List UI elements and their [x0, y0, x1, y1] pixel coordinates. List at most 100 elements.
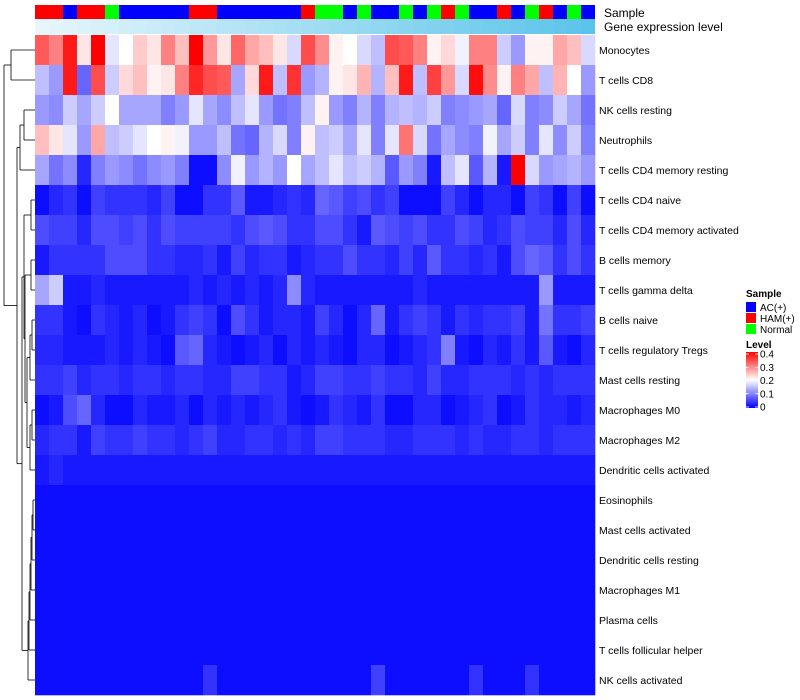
heatmap-cell: [511, 485, 526, 516]
heatmap-cell: [455, 515, 470, 546]
heatmap-cell: [553, 635, 568, 666]
heatmap-cell: [161, 275, 176, 306]
expression-annotation-bar: [35, 19, 595, 34]
heatmap-cell: [315, 575, 330, 606]
heatmap-cell: [231, 635, 246, 666]
heatmap-cell: [371, 395, 386, 426]
heatmap-cell: [119, 95, 134, 126]
heatmap-cell: [147, 155, 162, 186]
heatmap-cell: [49, 245, 64, 276]
heatmap-cell: [455, 215, 470, 246]
heatmap-cell: [511, 245, 526, 276]
heatmap-cell: [343, 95, 358, 126]
heatmap-cell: [455, 245, 470, 276]
row-label: B cells naive: [599, 315, 658, 327]
heatmap-cell: [161, 635, 176, 666]
heatmap-cell: [581, 125, 596, 156]
heatmap-cell: [63, 95, 78, 126]
heatmap-cell: [91, 485, 106, 516]
heatmap-cell: [441, 125, 456, 156]
heatmap-cell: [469, 605, 484, 636]
heatmap-cell: [399, 305, 414, 336]
heatmap-cell: [483, 35, 498, 66]
heatmap-cell: [175, 665, 190, 696]
heatmap-cell: [49, 545, 64, 576]
heatmap-cell: [357, 455, 372, 486]
heatmap-cell: [217, 35, 232, 66]
expression-annotation-cell: [217, 19, 231, 34]
expression-annotation-cell: [231, 19, 245, 34]
heatmap-cell: [189, 215, 204, 246]
heatmap-cell: [301, 635, 316, 666]
expression-annotation-cell: [245, 19, 259, 34]
heatmap-cell: [427, 65, 442, 96]
heatmap-cell: [385, 485, 400, 516]
heatmap-cell: [245, 485, 260, 516]
heatmap-cell: [329, 305, 344, 336]
heatmap-cell: [161, 605, 176, 636]
heatmap-cell: [441, 455, 456, 486]
heatmap-cell: [441, 275, 456, 306]
heatmap-cell: [469, 575, 484, 606]
heatmap-cell: [63, 635, 78, 666]
heatmap-cell: [245, 515, 260, 546]
expression-annotation-cell: [441, 19, 455, 34]
heatmap-cell: [343, 275, 358, 306]
heatmap-cell: [77, 365, 92, 396]
heatmap-cell: [91, 305, 106, 336]
heatmap-cell: [567, 65, 582, 96]
heatmap-cell: [63, 125, 78, 156]
expression-annotation-cell: [455, 19, 469, 34]
heatmap-cell: [217, 365, 232, 396]
heatmap-cell: [203, 245, 218, 276]
heatmap-cell: [49, 455, 64, 486]
heatmap-cell: [581, 185, 596, 216]
heatmap-cell: [119, 215, 134, 246]
heatmap-cell: [343, 635, 358, 666]
heatmap-cell: [539, 575, 554, 606]
heatmap-cell: [343, 35, 358, 66]
heatmap-cell: [581, 515, 596, 546]
heatmap-cell: [413, 605, 428, 636]
heatmap-cell: [91, 245, 106, 276]
heatmap-cell: [441, 485, 456, 516]
heatmap-cell: [133, 335, 148, 366]
heatmap-cell: [329, 335, 344, 366]
heatmap-cell: [329, 125, 344, 156]
heatmap-cell: [399, 455, 414, 486]
heatmap-cell: [371, 335, 386, 366]
sample-annotation-cell: [133, 5, 147, 19]
sample-annotation-label: Sample: [604, 6, 645, 20]
heatmap-cell: [217, 455, 232, 486]
heatmap-cell: [161, 215, 176, 246]
heatmap-cell: [511, 215, 526, 246]
heatmap-cell: [525, 65, 540, 96]
heatmap-cell: [371, 425, 386, 456]
sample-annotation-cell: [441, 5, 455, 19]
heatmap-cell: [287, 545, 302, 576]
heatmap-cell: [385, 395, 400, 426]
expression-annotation-cell: [273, 19, 287, 34]
heatmap-cell: [91, 125, 106, 156]
heatmap-cell: [35, 185, 50, 216]
heatmap-cell: [105, 605, 120, 636]
heatmap-cell: [273, 575, 288, 606]
heatmap-cell: [581, 395, 596, 426]
heatmap-cell: [77, 635, 92, 666]
heatmap-cell: [175, 125, 190, 156]
sample-annotation-cell: [497, 5, 511, 19]
heatmap-cell: [91, 605, 106, 636]
heatmap-cell: [441, 575, 456, 606]
heatmap-cell: [161, 305, 176, 336]
heatmap-cell: [483, 185, 498, 216]
heatmap-cell: [553, 665, 568, 696]
heatmap-cell: [231, 545, 246, 576]
heatmap-cell: [315, 185, 330, 216]
heatmap-cell: [301, 425, 316, 456]
heatmap-cell: [189, 245, 204, 276]
heatmap-cell: [133, 125, 148, 156]
heatmap-cell: [77, 35, 92, 66]
heatmap-cell: [105, 665, 120, 696]
heatmap-cell: [287, 605, 302, 636]
heatmap-cell: [567, 95, 582, 126]
